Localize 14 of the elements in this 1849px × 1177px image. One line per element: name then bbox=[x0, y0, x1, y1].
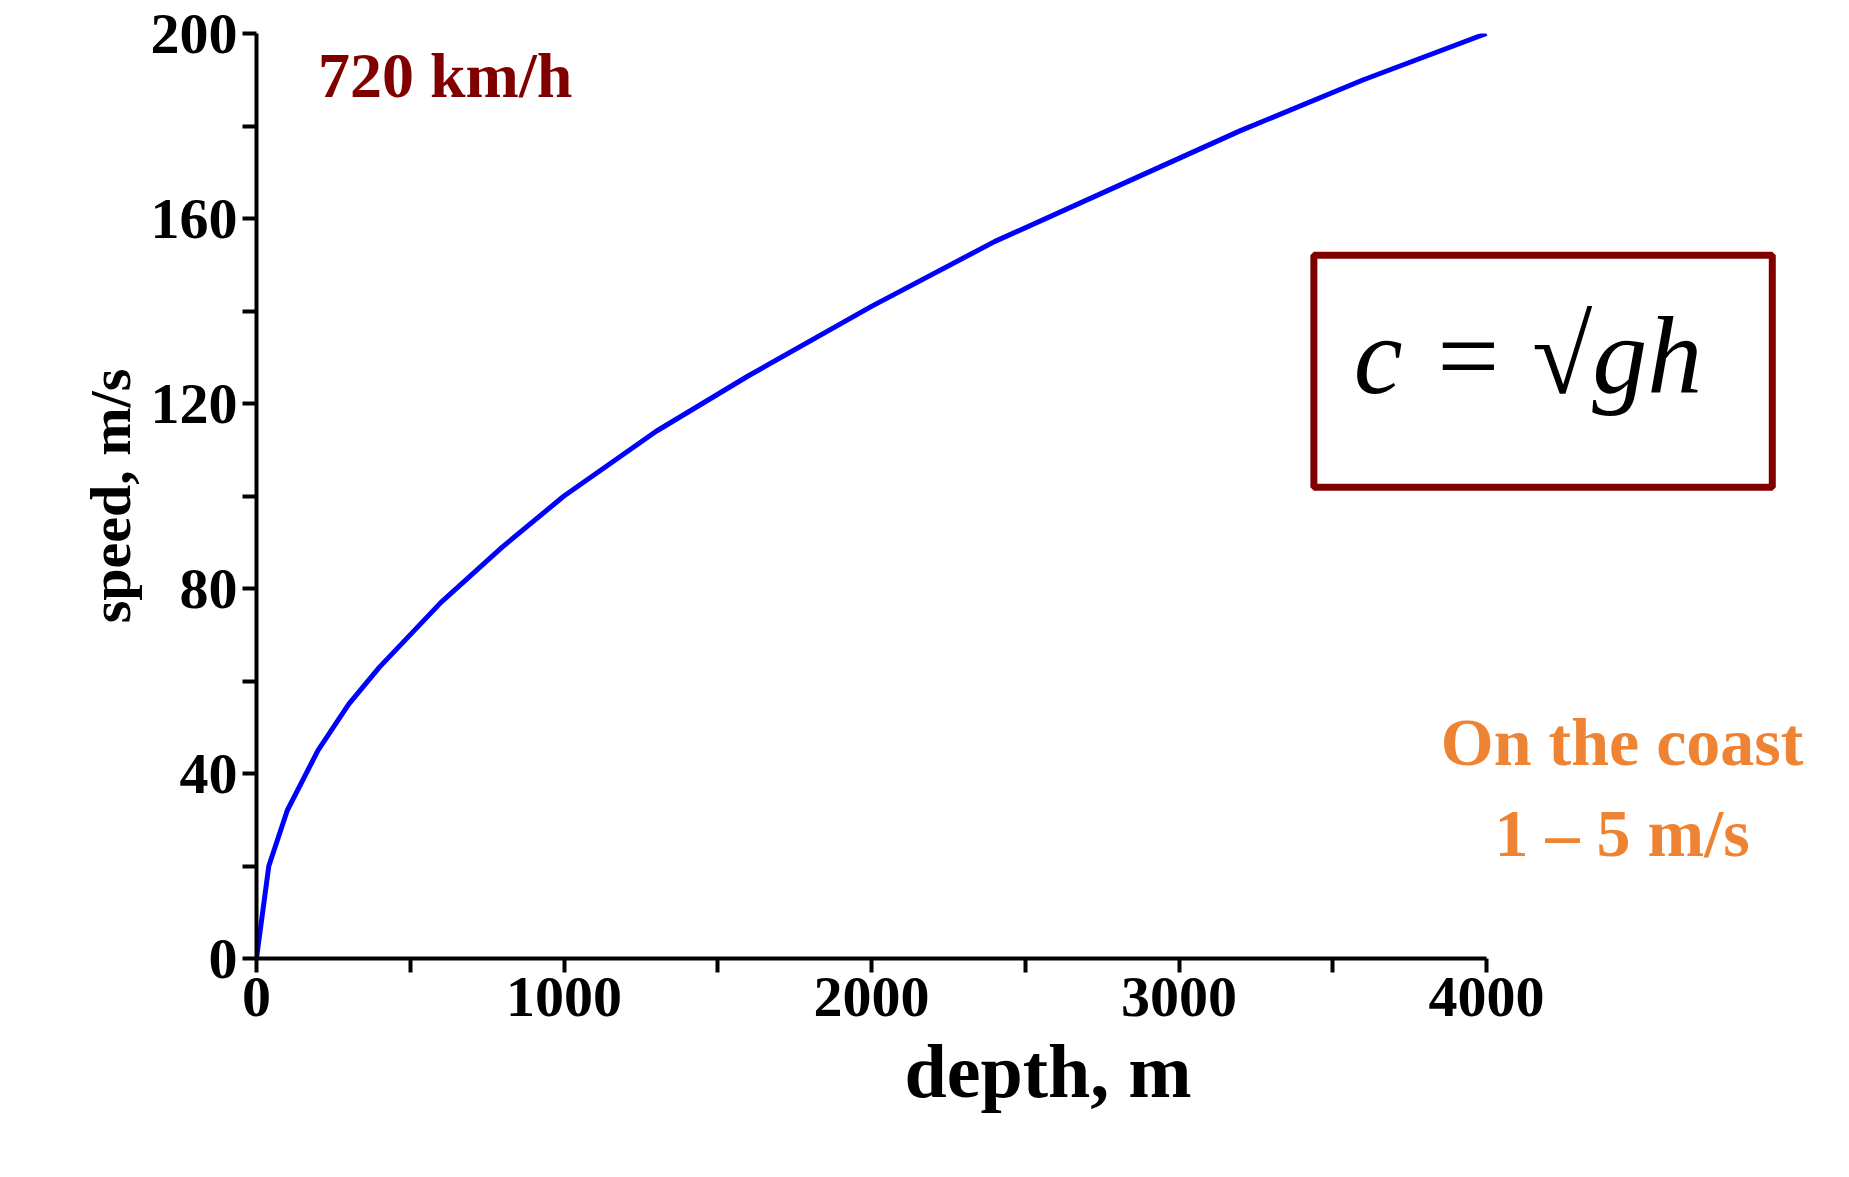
x-tick-label: 1000 bbox=[506, 963, 622, 1029]
x-axis-title: depth, m bbox=[904, 1028, 1192, 1113]
annotation: On the coast 1 – 5 m/s bbox=[1440, 703, 1804, 871]
y-tick-label: 120 bbox=[150, 370, 238, 436]
x-tick-label: 4000 bbox=[1428, 963, 1545, 1029]
y-tick-label: 200 bbox=[150, 0, 238, 66]
x-tick-label: 3000 bbox=[1121, 963, 1237, 1029]
y-tick-label: 160 bbox=[150, 185, 238, 251]
y-tick-label: 40 bbox=[179, 740, 238, 806]
y-axis-title: speed, m/s bbox=[77, 368, 143, 624]
y-tick-label: 80 bbox=[179, 555, 238, 621]
annotation: c = √gh bbox=[1353, 295, 1703, 418]
x-tick-label: 2000 bbox=[813, 963, 930, 1029]
annotation: 720 km/h bbox=[318, 39, 573, 111]
